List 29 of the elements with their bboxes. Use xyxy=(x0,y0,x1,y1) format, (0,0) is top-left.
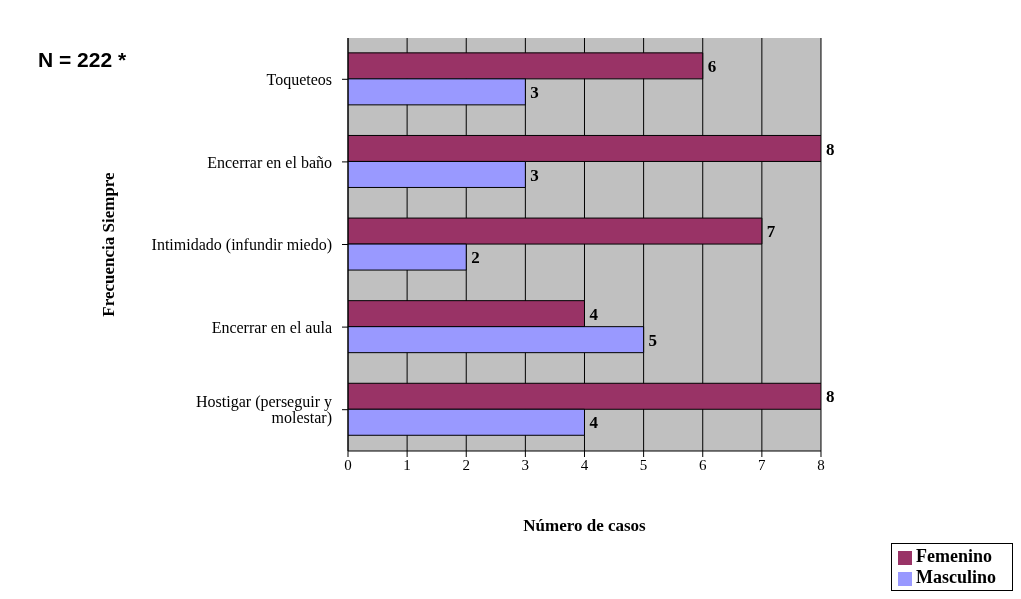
x-tick-label: 6 xyxy=(698,456,707,473)
x-tick-label: 0 xyxy=(344,456,352,473)
data-label: 8 xyxy=(825,387,835,407)
data-label: 3 xyxy=(530,82,539,102)
legend-label: Masculino xyxy=(915,567,996,587)
data-label: 4 xyxy=(589,413,599,433)
x-tick-label: 5 xyxy=(639,456,648,473)
y-tick-label: Encerrar en el aula xyxy=(211,318,332,336)
data-label: 6 xyxy=(707,56,717,76)
x-tick-label: 1 xyxy=(403,456,411,473)
x-tick-label: 4 xyxy=(580,456,589,473)
data-label: 8 xyxy=(825,139,835,159)
legend-label: Femenino xyxy=(915,546,992,566)
text: N = 222 * xyxy=(38,48,127,72)
x-tick-label: 8 xyxy=(817,456,825,473)
x-tick-label: 3 xyxy=(521,456,530,473)
data-label: 2 xyxy=(471,248,480,268)
x-axis-title: Número de casos xyxy=(523,516,647,535)
data-label: 3 xyxy=(530,165,539,185)
x-tick-label: 7 xyxy=(758,456,767,473)
y-tick-label: Toqueteos xyxy=(266,70,332,89)
y-tick-label: Hostigar (perseguir y molestar) xyxy=(196,393,332,428)
data-label: 4 xyxy=(589,304,599,324)
data-label: 5 xyxy=(648,330,658,350)
y-tick-label: Encerrar en el baño xyxy=(207,153,332,171)
y-tick-label: Intimidado (infundir miedo) xyxy=(151,236,332,255)
x-tick-label: 2 xyxy=(462,456,470,473)
data-label: 7 xyxy=(766,222,776,242)
y-axis-title: Frecuencia Siempre xyxy=(99,171,119,317)
